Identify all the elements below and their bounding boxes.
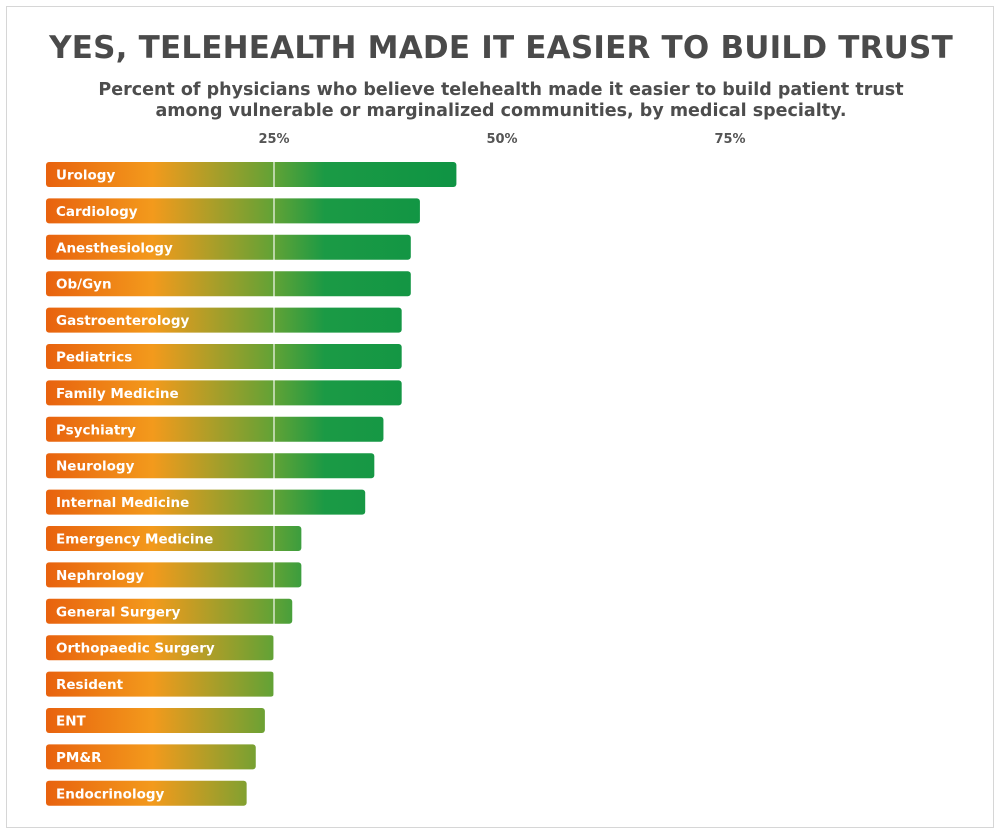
bar-nephrology <box>46 562 302 588</box>
bar-gastroenterology <box>46 307 402 333</box>
category-label: Psychiatry <box>56 422 136 438</box>
category-label: Nephrology <box>56 568 144 584</box>
bar-pediatrics <box>46 344 402 369</box>
bar-resident <box>46 671 274 697</box>
category-label: Internal Medicine <box>56 495 189 511</box>
bar-internal-medicine <box>46 489 366 515</box>
category-label: General Surgery <box>56 604 181 620</box>
category-label: Cardiology <box>56 204 138 220</box>
category-label: Ob/Gyn <box>56 277 112 293</box>
category-label: Family Medicine <box>56 386 179 402</box>
bar-ob-gyn <box>46 271 411 297</box>
bar-orthopaedic-surgery <box>46 635 274 661</box>
category-label: Endocrinology <box>56 786 165 802</box>
category-label: Gastroenterology <box>56 313 189 329</box>
tick-label: 75% <box>714 132 745 147</box>
bar-general-surgery <box>46 598 293 624</box>
bar-cardiology <box>46 198 420 224</box>
tick-label: 25% <box>258 132 289 147</box>
bar-family-medicine <box>46 380 402 406</box>
category-label: Urology <box>56 168 115 184</box>
tick-labels: 25% 50% 75% <box>258 132 745 147</box>
tick-label: 50% <box>486 132 517 147</box>
bar-endocrinology <box>46 780 247 806</box>
bar-emergency-medicine <box>46 526 302 551</box>
grid-layer <box>273 162 731 806</box>
bar-pm-r <box>46 744 256 770</box>
category-label: Anesthesiology <box>56 240 173 256</box>
category-label: Emergency Medicine <box>56 532 213 548</box>
bar-anesthesiology <box>46 234 411 260</box>
category-labels: Urology Cardiology Anesthesiology Ob/Gyn Gas… <box>56 168 215 803</box>
category-label: ENT <box>56 714 87 730</box>
bar-urology <box>46 162 457 187</box>
category-label: Neurology <box>56 459 135 475</box>
bar-ent <box>46 708 265 733</box>
chart-title: YES, TELEHEALTH MADE IT EASIER TO BUILD … <box>49 30 953 66</box>
category-label: Orthopaedic Surgery <box>56 641 215 657</box>
bar-psychiatry <box>46 416 384 442</box>
category-label: Resident <box>56 677 124 693</box>
category-label: PM&R <box>56 750 102 766</box>
bars-layer <box>46 162 457 806</box>
chart-subtitle: Percent of physicians who believe telehe… <box>98 80 904 121</box>
category-label: Pediatrics <box>56 350 132 366</box>
bar-neurology <box>46 453 375 479</box>
